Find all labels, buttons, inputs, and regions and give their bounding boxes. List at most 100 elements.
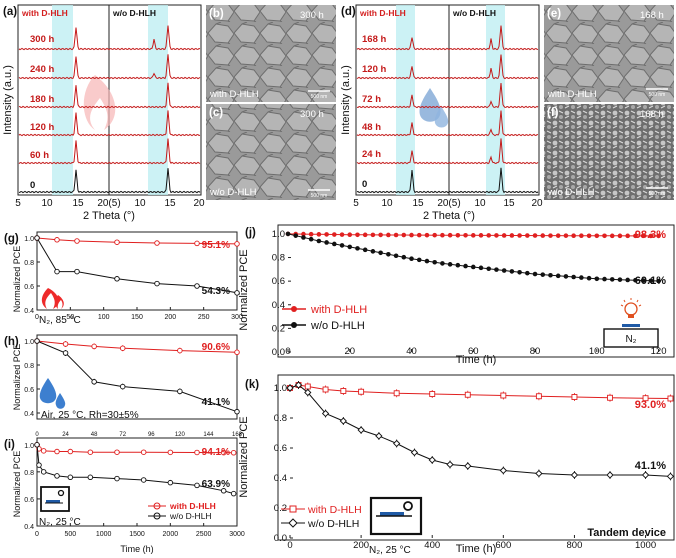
data-point <box>532 233 538 238</box>
x-tick-label: 600 <box>495 540 511 551</box>
series-label: 300 h <box>30 34 54 45</box>
y-axis-label: Intensity (a.u.) <box>340 65 352 135</box>
data-point <box>540 272 546 277</box>
data-point <box>230 450 237 456</box>
series-label: 168 h <box>362 34 386 45</box>
x-tick-label: 48 <box>91 432 98 438</box>
condition: N₂, 85 °C <box>39 315 81 326</box>
data-point <box>555 233 561 238</box>
y-tick-label: 0.4 <box>272 300 285 311</box>
x-tick-label: 2500 <box>196 531 212 538</box>
x-tick-label: 200 <box>164 314 176 321</box>
data-point <box>140 449 147 455</box>
x-tick-label: 250 <box>198 314 210 321</box>
x-tick: 20(5) <box>97 198 120 209</box>
value-with: 98.3% <box>635 229 666 241</box>
series-label: 120 h <box>30 122 54 133</box>
x-axis-label: 2 Theta (°) <box>83 210 135 222</box>
xrd-trace <box>18 138 201 165</box>
device-label: Tandem device <box>587 527 666 539</box>
panel-tag: (d) <box>341 6 356 18</box>
data-point <box>594 276 600 282</box>
xrd-trace <box>18 54 201 80</box>
data-point <box>355 246 360 251</box>
data-point <box>304 388 312 397</box>
y-tick-label: 0.4 <box>24 411 34 418</box>
xrd-trace <box>356 138 539 165</box>
data-point <box>607 394 613 401</box>
data-point <box>324 240 329 245</box>
data-point <box>370 232 376 238</box>
x-axis-label: Time (h) <box>456 543 497 555</box>
data-point <box>294 381 303 389</box>
y-axis-label: Normalized PCE <box>238 416 250 497</box>
y-tick-label: 0.6 <box>24 387 34 394</box>
data-point <box>332 232 337 237</box>
xrd-a-traces <box>18 25 201 194</box>
data-point <box>67 448 74 455</box>
data-point <box>625 233 630 239</box>
panel-a-xrd-thermal: with D-HLH w/o D-HLH (a) 300 h 240 h 180… <box>2 4 205 222</box>
y-tick-label: 0.4 <box>24 524 34 531</box>
value-with: 95.1% <box>202 240 230 251</box>
scale-bar: 500 nm <box>311 193 328 199</box>
sem-time: 168 h <box>640 109 664 120</box>
lamp-icon <box>603 298 659 348</box>
x-tick-label: 24 <box>62 432 69 438</box>
x-tick-label: 0 <box>35 432 39 438</box>
y-axis-label: Normalized PCE <box>12 246 22 313</box>
xrd-trace <box>356 83 539 109</box>
x-tick-label: 100 <box>589 346 605 357</box>
data-point <box>579 233 584 239</box>
y-tick-label: 1.0 <box>24 443 34 450</box>
xrd-trace <box>19 82 201 109</box>
y-tick-label: 0.6 <box>274 443 287 454</box>
data-point <box>347 232 353 238</box>
data-point <box>602 233 607 239</box>
data-point <box>34 338 40 344</box>
data-point <box>194 283 200 289</box>
sem-caption: w/o D-HLH <box>209 187 257 198</box>
data-point <box>370 249 376 254</box>
data-point <box>285 231 291 237</box>
data-point <box>633 233 638 239</box>
data-point <box>332 241 337 247</box>
data-point <box>355 232 360 238</box>
sem-caption: with D-HLH <box>209 89 259 100</box>
data-point <box>500 392 507 399</box>
data-point <box>401 232 407 238</box>
data-point <box>525 270 530 276</box>
data-point <box>424 232 430 238</box>
x-tick-label: 20 <box>344 346 355 357</box>
x-tick-label: 0 <box>285 346 290 357</box>
data-point <box>486 233 492 238</box>
series-label: 120 h <box>362 64 386 75</box>
x-tick-label: 96 <box>148 432 155 438</box>
y-axis-label: Normalized PCE <box>12 451 22 518</box>
series-label: 60 h <box>30 150 49 161</box>
data-point <box>555 273 561 279</box>
data-point <box>393 390 400 397</box>
y-tick-label: 1.0 <box>24 236 34 243</box>
data-point <box>286 384 294 392</box>
x-tick: 5 <box>15 198 21 209</box>
data-point <box>509 269 515 274</box>
panel-d-xrd-humidity: with D-HLH w/o D-HLH (d) 168 h 120 h 72 … <box>340 4 543 222</box>
data-point <box>54 448 60 455</box>
panel-g-chart: 0.4 0.6 0.8 1.0 0 50 100 150 200 250 300 (g) 95.1%… <box>4 231 243 326</box>
data-point <box>67 474 74 481</box>
panel-tag: (f) <box>547 107 559 119</box>
data-point <box>36 462 42 468</box>
data-point <box>194 449 200 456</box>
x-tick-label: 72 <box>119 432 126 438</box>
x-axis-label: Time (h) <box>456 354 497 366</box>
x-axis-label: 2 Theta (°) <box>423 210 475 222</box>
y-tick-label: 1.0 <box>272 229 285 240</box>
xrd-trace <box>356 167 539 194</box>
panel-tag: (k) <box>245 379 259 391</box>
sem-time: 168 h <box>640 10 664 21</box>
data-point <box>87 449 94 455</box>
data-point <box>501 268 507 273</box>
condition: N₂, 25 °C <box>39 517 81 528</box>
